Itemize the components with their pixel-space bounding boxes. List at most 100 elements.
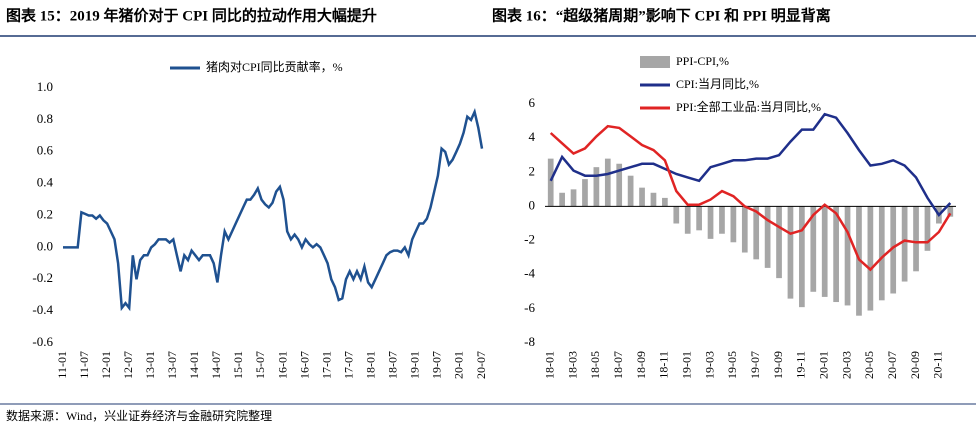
y-tick-label: 0.2 xyxy=(37,206,53,221)
y-tick-label: -8 xyxy=(524,334,535,349)
y-tick-label: 0.4 xyxy=(37,175,54,190)
x-tick-label: 20-01 xyxy=(816,351,830,379)
bar xyxy=(947,206,954,217)
x-tick-label: 18-11 xyxy=(657,351,671,379)
bar xyxy=(582,179,588,207)
bar xyxy=(627,175,634,207)
y-tick-label: 0.6 xyxy=(37,143,54,158)
x-tick-label: 19-11 xyxy=(794,351,808,379)
y-tick-label: -2 xyxy=(524,232,535,247)
x-tick-label: 19-01 xyxy=(408,351,422,379)
bar xyxy=(604,158,611,207)
x-tick-label: 16-01 xyxy=(275,351,289,379)
bar xyxy=(741,206,748,253)
bar xyxy=(696,206,702,231)
y-tick-label: -0.6 xyxy=(32,334,53,349)
legend-label: PPI-CPI,% xyxy=(676,54,729,68)
x-tick-label: 18-01 xyxy=(363,351,377,379)
bar xyxy=(547,158,554,207)
line-series xyxy=(549,112,952,217)
x-tick-label: 19-07 xyxy=(748,351,762,379)
x-tick-label: 14-07 xyxy=(209,351,223,379)
legend-label: 猪肉对CPI同比贡献率，% xyxy=(206,59,343,74)
bar xyxy=(787,206,794,299)
bar xyxy=(856,206,862,316)
y-tick-label: -6 xyxy=(524,300,535,315)
bar xyxy=(776,206,782,279)
x-tick-label: 16-07 xyxy=(297,351,311,379)
y-tick-label: 0 xyxy=(529,197,536,212)
x-tick-label: 18-07 xyxy=(386,351,400,379)
source-note: 数据来源：Wind，兴业证券经济与金融研究院整理 xyxy=(6,408,272,423)
bar xyxy=(799,206,805,308)
bar xyxy=(650,192,657,207)
x-tick-label: 20-07 xyxy=(885,351,899,379)
bar xyxy=(639,187,645,207)
x-tick-label: 13-01 xyxy=(143,351,157,379)
bar xyxy=(844,206,851,306)
y-tick-label: -0.4 xyxy=(32,302,53,317)
x-tick-label: 19-09 xyxy=(771,351,785,379)
x-tick-label: 15-07 xyxy=(253,351,267,379)
x-tick-label: 19-01 xyxy=(679,351,693,379)
bar xyxy=(753,206,760,260)
bar xyxy=(719,206,725,234)
x-tick-label: 20-09 xyxy=(908,351,922,379)
bar xyxy=(593,167,600,207)
x-tick-label: 19-05 xyxy=(725,351,739,379)
bar xyxy=(810,206,817,292)
bar xyxy=(821,206,828,297)
y-tick-label: 2 xyxy=(529,163,536,178)
bar xyxy=(924,206,931,251)
x-tick-label: 19-03 xyxy=(702,351,716,379)
bar xyxy=(890,206,897,294)
x-tick-label: 12-07 xyxy=(121,351,135,379)
chart-title: 图表 15：2019 年猪价对于 CPI 同比的拉动作用大幅提升 xyxy=(6,6,377,24)
x-tick-label: 11-01 xyxy=(55,351,69,379)
x-tick-label: 18-09 xyxy=(634,351,648,379)
bar xyxy=(913,206,919,272)
x-tick-label: 20-05 xyxy=(862,351,876,379)
chart-title: 图表 16：“超级猪周期”影响下 CPI 和 PPI 明显背离 xyxy=(492,6,831,24)
x-tick-label: 11-07 xyxy=(77,351,91,379)
legend-swatch xyxy=(640,56,670,68)
bar xyxy=(616,163,623,207)
x-tick-label: 20-07 xyxy=(474,351,488,379)
bar xyxy=(878,206,885,301)
bar xyxy=(673,206,680,224)
line-series xyxy=(549,124,952,272)
x-tick-label: 18-03 xyxy=(565,351,579,379)
bar xyxy=(684,206,691,234)
x-tick-label: 18-01 xyxy=(542,351,556,379)
bar xyxy=(833,206,839,303)
bar xyxy=(764,206,771,268)
legend-label: PPI:全部工业品:当月同比,% xyxy=(676,99,821,114)
line-series xyxy=(63,108,484,312)
y-tick-label: -4 xyxy=(524,266,535,281)
bar xyxy=(662,197,668,207)
y-tick-label: 6 xyxy=(529,95,536,110)
y-tick-label: 1.0 xyxy=(37,79,53,94)
x-tick-label: 18-05 xyxy=(588,351,602,379)
x-tick-label: 15-01 xyxy=(231,351,245,379)
x-tick-label: 20-03 xyxy=(839,351,853,379)
y-tick-label: 4 xyxy=(529,129,536,144)
x-tick-label: 17-07 xyxy=(341,351,355,379)
x-tick-label: 20-01 xyxy=(452,351,466,379)
bar xyxy=(730,206,737,243)
bar xyxy=(559,192,565,207)
x-tick-label: 20-11 xyxy=(931,351,945,379)
bar xyxy=(867,206,874,311)
y-tick-label: -0.2 xyxy=(32,270,53,285)
x-tick-label: 18-07 xyxy=(611,351,625,379)
y-tick-label: 0.8 xyxy=(37,111,53,126)
bar xyxy=(901,206,908,282)
x-tick-label: 17-01 xyxy=(319,351,333,379)
x-tick-label: 19-07 xyxy=(430,351,444,379)
bar xyxy=(570,189,577,207)
y-tick-label: 0.0 xyxy=(37,238,53,253)
x-tick-label: 14-01 xyxy=(187,351,201,379)
bar xyxy=(707,206,714,239)
legend-label: CPI:当月同比,% xyxy=(676,77,759,91)
